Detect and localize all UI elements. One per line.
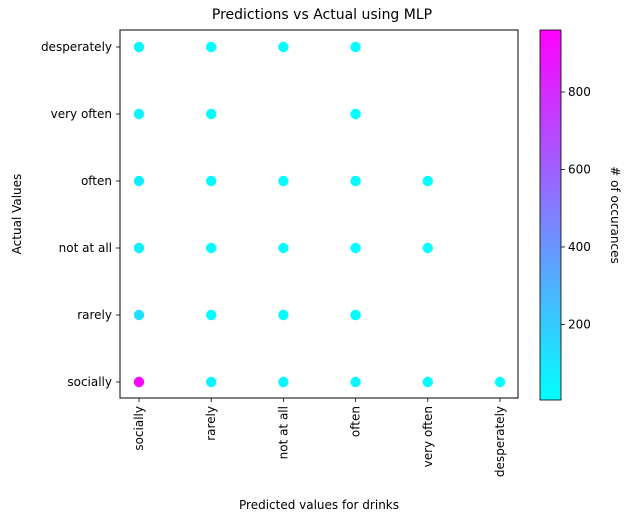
x-tick-label: desperately [493, 406, 507, 477]
colorbar-label: # of occurances [608, 166, 622, 264]
y-tick-label: socially [67, 375, 112, 389]
scatter-point [350, 376, 361, 388]
scatter-point [278, 309, 289, 321]
y-tick-label: desperately [41, 40, 112, 54]
scatter-point [350, 242, 361, 254]
scatter-point [206, 175, 217, 187]
colorbar-tick-label: 400 [568, 240, 591, 254]
scatter-point [133, 309, 145, 321]
scatter-point [133, 376, 145, 388]
scatter-point [278, 41, 289, 53]
scatter-point [206, 108, 217, 120]
scatter-point [133, 41, 145, 53]
x-axis-label: Predicted values for drinks [239, 498, 399, 512]
colorbar-ticks: 200 400 600 800 [561, 85, 591, 331]
scatter-point [494, 376, 506, 388]
y-tick-label: often [81, 174, 112, 188]
scatter-point [206, 309, 217, 321]
colorbar-tick-label: 800 [568, 85, 591, 99]
y-axis: socially rarely not at all often very often d… [41, 40, 120, 389]
marks-layer [133, 41, 506, 388]
plot-frame [119, 29, 519, 399]
scatter-point [350, 309, 361, 321]
colorbar [539, 29, 562, 401]
scatter-point [422, 175, 433, 187]
x-tick-label: socially [132, 406, 146, 451]
scatter-point [206, 242, 217, 254]
scatter-point [133, 242, 145, 254]
y-axis-label: Actual Values [10, 174, 24, 255]
scatter-point [278, 242, 289, 254]
colorbar-tick-label: 200 [568, 317, 591, 331]
scatter-point [278, 376, 289, 388]
scatter-point [133, 108, 145, 120]
scatter-point [278, 175, 289, 187]
scatter-point [350, 41, 361, 53]
colorbar-tick-label: 600 [568, 162, 591, 176]
x-tick-label: not at all [276, 406, 290, 459]
y-tick-label: rarely [77, 308, 112, 322]
x-axis: socially rarely not at all often very often d… [132, 398, 507, 477]
scatter-point [206, 376, 217, 388]
scatter-point [350, 108, 361, 120]
scatter-point [350, 175, 361, 187]
y-tick-label: very often [51, 107, 112, 121]
scatter-point [133, 175, 145, 187]
x-tick-label: often [349, 406, 363, 437]
chart-title: Predictions vs Actual using MLP [212, 7, 432, 23]
x-tick-label: very often [421, 406, 435, 467]
scatter-point [206, 41, 217, 53]
scatter-point [422, 376, 433, 388]
y-tick-label: not at all [59, 241, 112, 255]
x-tick-label: rarely [204, 406, 218, 441]
scatter-point [422, 242, 433, 254]
